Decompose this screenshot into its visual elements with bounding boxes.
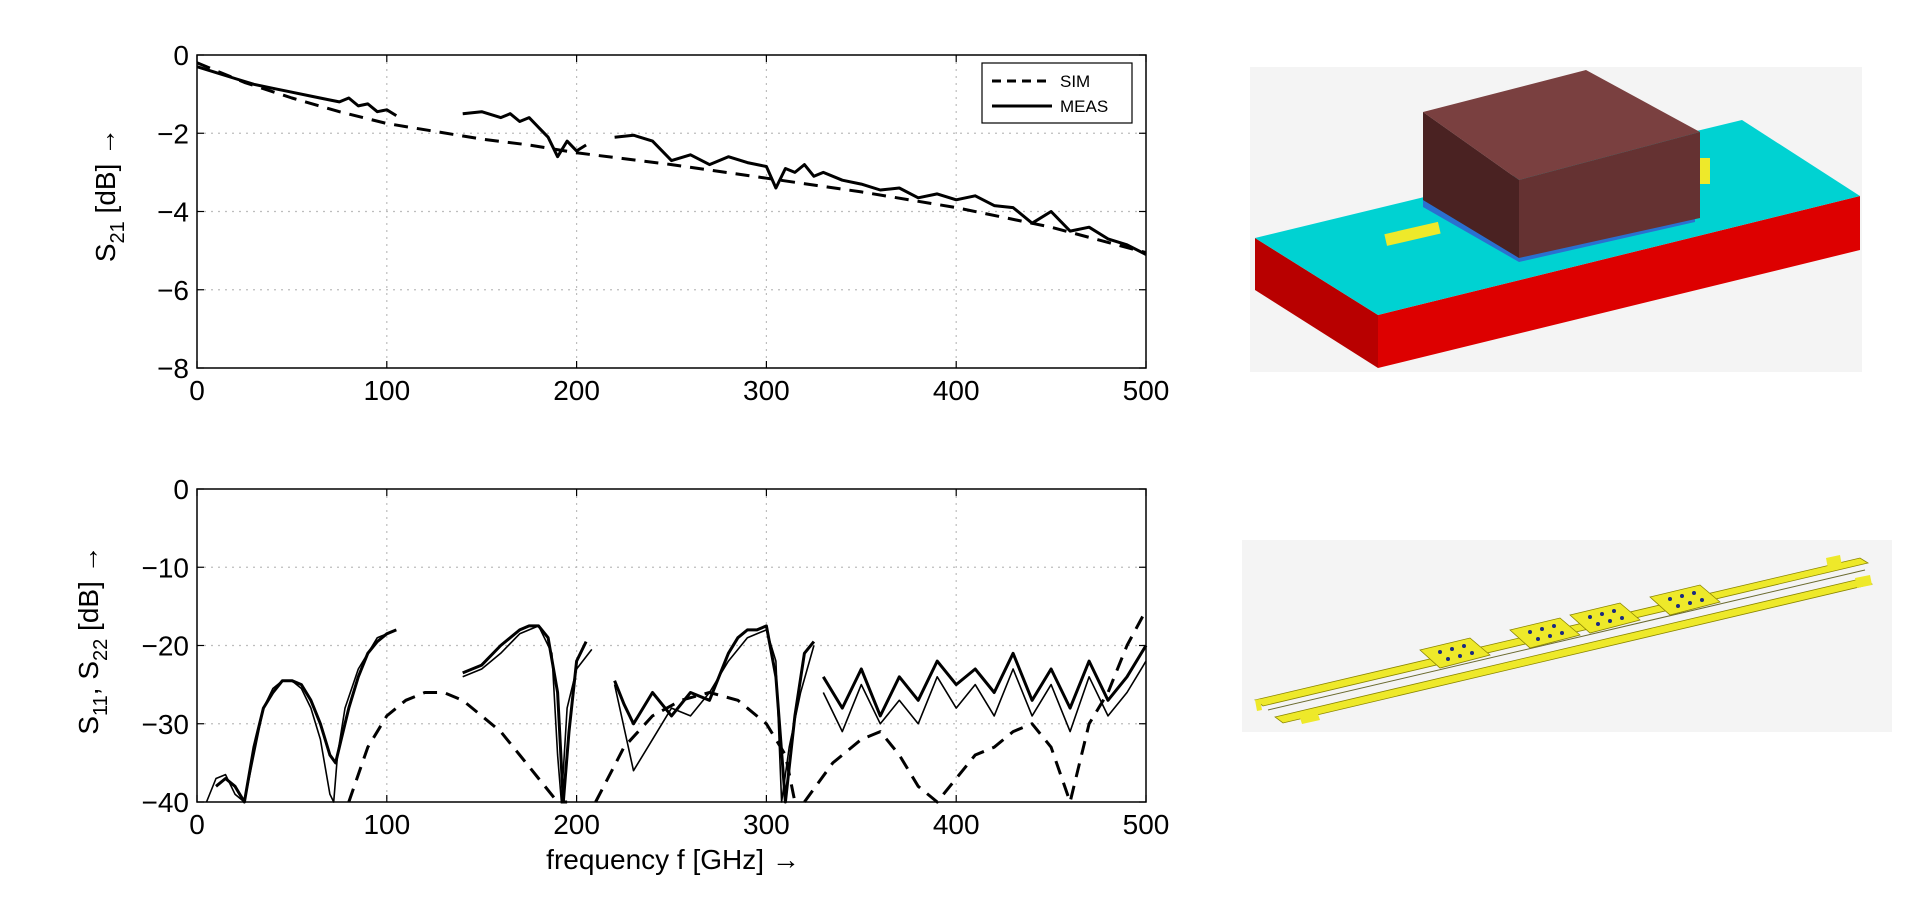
s21-series-meas-line [462, 110, 587, 159]
s11-x-tick-label: 400 [933, 809, 980, 840]
chip-top [1423, 70, 1700, 180]
s11-grid [197, 489, 1146, 802]
stub-right-1 [1826, 555, 1842, 569]
s21-y-tick-label: −4 [157, 197, 189, 228]
s11-y-tick-label: −10 [142, 552, 190, 583]
s11-x-ticks: 0 100 200 300 400 500 [189, 489, 1169, 840]
legend-box [981, 62, 1133, 124]
s21-y-axis-label: S21 [dB] → [90, 128, 129, 262]
s21-x-tick-label: 400 [933, 375, 980, 406]
substrate-left-side [1255, 238, 1378, 368]
s11-series-s11-line [462, 624, 588, 804]
s21-x-tick-label: 0 [189, 375, 205, 406]
s11-s22-chart: 0 100 200 300 400 500 0 −10 −20 −30 −40 S11, S22 … [73, 474, 1169, 875]
s21-y-tick-label: −8 [157, 353, 189, 384]
chip-front-side [1519, 132, 1700, 258]
legend-sim-label: SIM [1060, 72, 1090, 91]
metal-layout-render [1242, 540, 1892, 732]
s21-grid [197, 55, 1146, 368]
s11-y-axis-label: S11, S22 [dB] → [73, 545, 112, 734]
s11-y-tick-label: −30 [142, 709, 190, 740]
legend-meas-label: MEAS [1060, 97, 1108, 116]
stub-left-2 [1300, 714, 1320, 724]
s11-x-tick-label: 200 [553, 809, 600, 840]
s11-y-ticks: 0 −10 −20 −30 −40 [142, 474, 1146, 818]
s21-y-tick-label: 0 [173, 40, 189, 71]
feed-line-bottom [1274, 577, 1873, 724]
package-3d-render [1250, 67, 1862, 372]
x-axis-label: frequency f [GHz] → [546, 844, 800, 875]
s21-x-tick-label: 500 [1123, 375, 1170, 406]
s21-series [196, 61, 1147, 256]
s11-series-s22-line [613, 629, 815, 803]
via-dots [1438, 591, 1704, 661]
s21-chart: 0 100 200 300 400 500 0 −2 −4 −6 −8 S21 [dB] → SI… [90, 40, 1169, 406]
s11-x-tick-label: 100 [363, 809, 410, 840]
s21-x-ticks: 0 100 200 300 400 500 [189, 55, 1169, 406]
pad-group [1419, 584, 1721, 669]
s21-x-tick-label: 100 [363, 375, 410, 406]
s21-y-tick-label: −2 [157, 118, 189, 149]
s11-y-tick-label: 0 [173, 474, 189, 505]
s21-series-meas-line [196, 65, 398, 117]
s11-series-s22-line [205, 629, 397, 803]
s11-series-s22-line [462, 625, 593, 803]
substrate-front-side [1378, 196, 1860, 368]
s11-y-tick-label: −20 [142, 631, 190, 662]
stub-left-1 [1255, 699, 1262, 711]
s11-y-tick-label: −40 [142, 787, 190, 818]
chip-left-side [1423, 112, 1519, 258]
s21-x-tick-label: 200 [553, 375, 600, 406]
s21-y-tick-label: −6 [157, 275, 189, 306]
signal-line [1267, 569, 1866, 711]
pad-3 [1569, 602, 1641, 634]
s21-y-ticks: 0 −2 −4 −6 −8 [157, 40, 1146, 384]
s11-series-s11-line [822, 644, 1148, 718]
pad-2 [1509, 617, 1581, 649]
s21-legend[interactable]: SIM MEAS [981, 62, 1133, 124]
s11-x-tick-label: 500 [1123, 809, 1170, 840]
s11-x-tick-label: 300 [743, 809, 790, 840]
s11-series-sim-line [347, 691, 568, 804]
stub-right-2 [1855, 575, 1872, 588]
s21-series-sim-line [196, 61, 1147, 255]
s21-x-tick-label: 300 [743, 375, 790, 406]
s11-series-s22-line [822, 660, 1147, 733]
s21-series-meas-line [614, 133, 1147, 256]
pad-4 [1649, 584, 1721, 616]
s11-series-s11-line [613, 624, 816, 804]
s11-series-sim-line [803, 609, 1148, 804]
pad-1 [1419, 637, 1491, 669]
s11-series-s11-line [215, 628, 397, 804]
s11-series [205, 609, 1148, 804]
trace-left [1384, 221, 1441, 246]
s11-x-tick-label: 0 [189, 809, 205, 840]
